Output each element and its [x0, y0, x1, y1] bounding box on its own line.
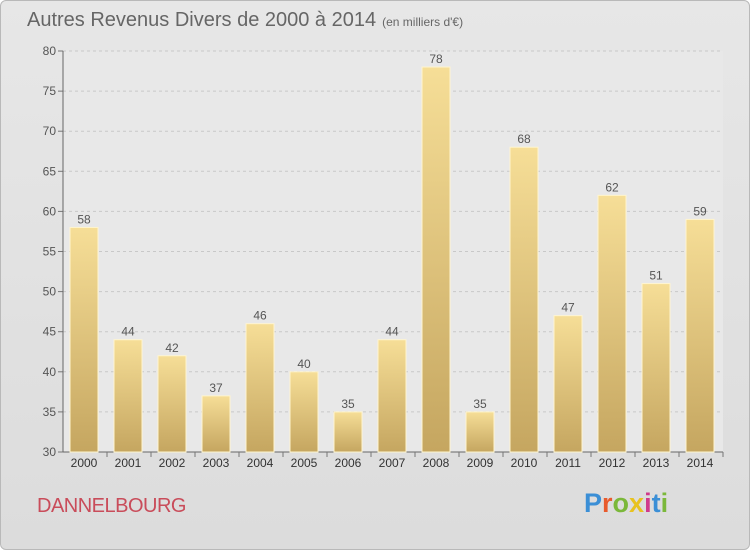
logo-letter: t [651, 488, 661, 518]
data-label: 51 [649, 269, 663, 283]
data-label: 78 [429, 52, 443, 66]
y-tick-label: 75 [43, 84, 57, 98]
x-tick-label: 2005 [291, 456, 318, 470]
y-tick-label: 60 [43, 204, 57, 218]
data-label: 37 [209, 381, 223, 395]
bar [685, 218, 715, 453]
bar [421, 66, 451, 453]
y-tick-label: 80 [43, 44, 57, 58]
logo-letter: r [602, 488, 613, 518]
bar [157, 355, 187, 453]
x-tick-label: 2010 [511, 456, 538, 470]
bar [69, 226, 99, 453]
bar [201, 395, 231, 453]
y-tick-label: 55 [43, 245, 57, 259]
x-tick-label: 2004 [247, 456, 274, 470]
data-label: 58 [77, 212, 91, 226]
bar [465, 411, 495, 453]
bar [333, 411, 363, 453]
logo-letter: o [612, 488, 630, 518]
y-tick-label: 70 [43, 124, 57, 138]
x-tick-label: 2006 [335, 456, 362, 470]
data-label: 59 [693, 204, 707, 218]
x-tick-label: 2014 [687, 456, 714, 470]
x-tick-label: 2012 [599, 456, 626, 470]
bar [597, 194, 627, 453]
x-tick-label: 2002 [159, 456, 186, 470]
data-label: 62 [605, 180, 619, 194]
bar [553, 315, 583, 453]
data-label: 40 [297, 357, 311, 371]
x-tick-label: 2001 [115, 456, 142, 470]
chart-title: Autres Revenus Divers de 2000 à 2014 (en … [27, 9, 463, 32]
y-tick-label: 30 [43, 445, 57, 459]
x-tick-label: 2013 [643, 456, 670, 470]
bar [641, 283, 671, 453]
data-label: 47 [561, 301, 575, 315]
bar [245, 323, 275, 453]
y-tick-label: 50 [43, 285, 57, 299]
x-tick-label: 2009 [467, 456, 494, 470]
x-tick-label: 2003 [203, 456, 230, 470]
bar [113, 339, 143, 453]
x-tick-label: 2007 [379, 456, 406, 470]
bar [289, 371, 319, 453]
data-label: 68 [517, 132, 531, 146]
bar [377, 339, 407, 453]
x-tick-label: 2000 [71, 456, 98, 470]
y-tick-label: 45 [43, 325, 57, 339]
x-tick-label: 2008 [423, 456, 450, 470]
logo-letter: i [644, 488, 652, 518]
proxiti-logo: Proxiti [584, 488, 668, 519]
data-label: 42 [165, 341, 179, 355]
chart-title-text: Autres Revenus Divers de 2000 à 2014 [27, 9, 377, 31]
logo-letter: i [660, 488, 669, 518]
x-tick-label: 2011 [555, 456, 581, 470]
y-tick-label: 35 [43, 405, 57, 419]
logo-letter: P [584, 488, 603, 518]
commune-name: DANNELBOURG [37, 495, 186, 517]
data-label: 44 [385, 325, 399, 339]
chart-subtitle: (en milliers d'€) [382, 15, 464, 29]
y-tick-label: 65 [43, 164, 57, 178]
data-label: 46 [253, 309, 267, 323]
data-label: 35 [473, 397, 487, 411]
logo-letter: x [629, 488, 645, 518]
y-tick-label: 40 [43, 365, 57, 379]
data-label: 35 [341, 397, 355, 411]
bar [509, 146, 539, 453]
data-label: 44 [121, 325, 135, 339]
